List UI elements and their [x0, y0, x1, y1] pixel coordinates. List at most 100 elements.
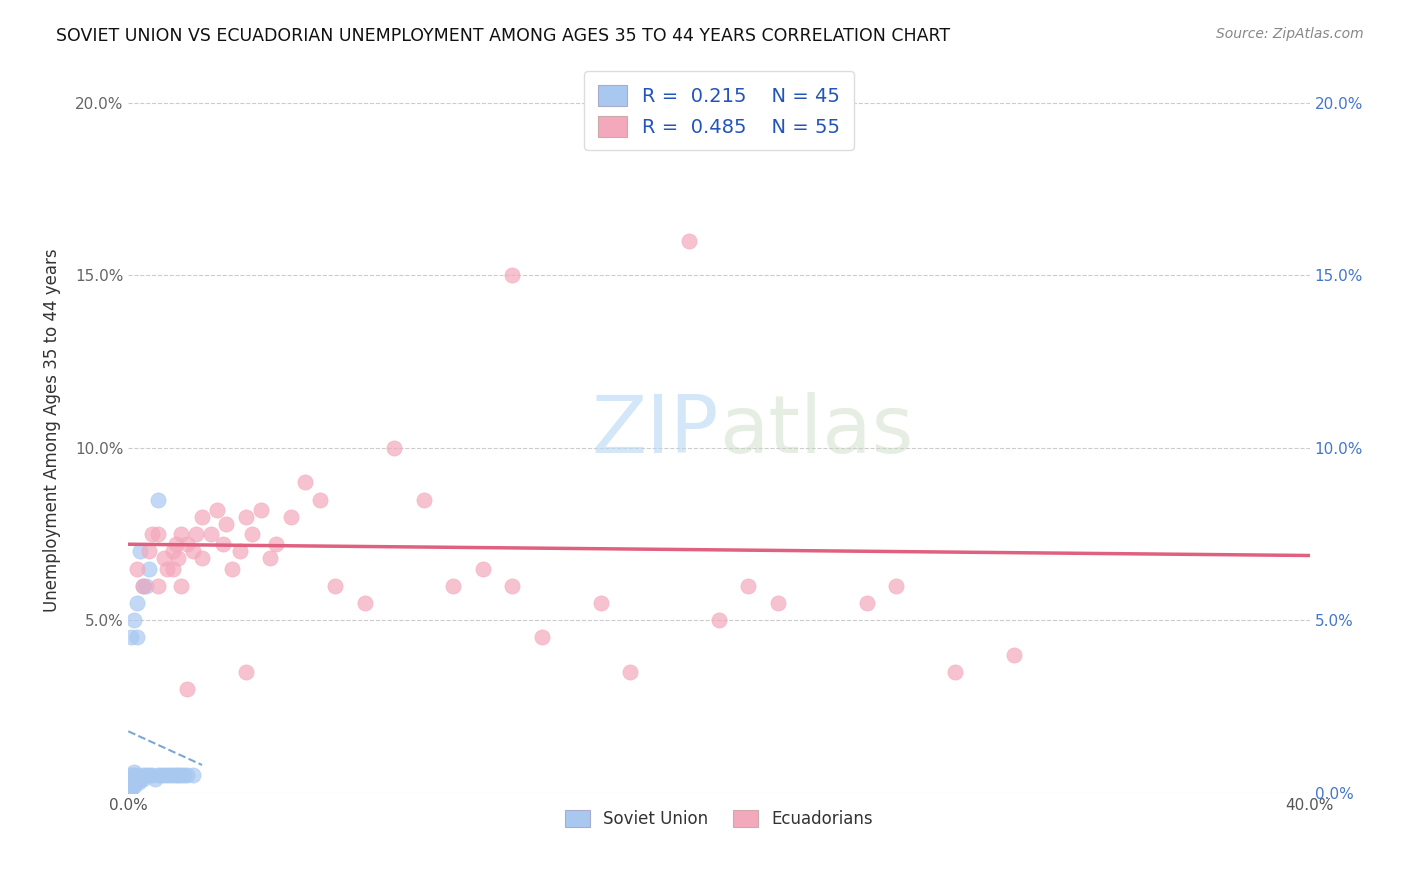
- Point: [181, 768, 204, 782]
- Point: [167, 551, 190, 566]
- Point: [170, 527, 193, 541]
- Point: [122, 764, 145, 779]
- Point: [221, 561, 243, 575]
- Point: [121, 779, 143, 793]
- Point: [501, 579, 523, 593]
- Point: [165, 537, 187, 551]
- Point: [120, 772, 142, 786]
- Point: [127, 768, 149, 782]
- Point: [120, 782, 142, 797]
- Point: [146, 492, 169, 507]
- Point: [619, 130, 641, 145]
- Y-axis label: Unemployment Among Ages 35 to 44 years: Unemployment Among Ages 35 to 44 years: [44, 249, 60, 613]
- Point: [382, 441, 405, 455]
- Point: [259, 551, 281, 566]
- Point: [122, 768, 145, 782]
- Point: [235, 509, 257, 524]
- Text: atlas: atlas: [718, 392, 914, 469]
- Point: [176, 768, 198, 782]
- Point: [1002, 648, 1025, 662]
- Point: [138, 561, 160, 575]
- Point: [501, 268, 523, 283]
- Point: [120, 631, 142, 645]
- Point: [707, 613, 730, 627]
- Point: [141, 768, 163, 782]
- Point: [176, 537, 198, 551]
- Point: [170, 579, 193, 593]
- Point: [159, 768, 181, 782]
- Point: [240, 527, 263, 541]
- Point: [737, 579, 759, 593]
- Point: [135, 579, 157, 593]
- Point: [250, 503, 273, 517]
- Point: [191, 551, 214, 566]
- Point: [124, 775, 146, 789]
- Point: [186, 527, 208, 541]
- Legend: Soviet Union, Ecuadorians: Soviet Union, Ecuadorians: [558, 804, 880, 835]
- Point: [132, 579, 155, 593]
- Point: [138, 768, 160, 782]
- Point: [129, 772, 152, 786]
- Point: [149, 768, 172, 782]
- Point: [146, 579, 169, 593]
- Point: [132, 768, 155, 782]
- Point: [128, 775, 150, 789]
- Point: [122, 613, 145, 627]
- Text: Source: ZipAtlas.com: Source: ZipAtlas.com: [1216, 27, 1364, 41]
- Point: [146, 527, 169, 541]
- Point: [162, 544, 184, 558]
- Point: [589, 596, 612, 610]
- Point: [122, 775, 145, 789]
- Point: [162, 561, 184, 575]
- Point: [211, 537, 233, 551]
- Point: [766, 596, 789, 610]
- Point: [143, 772, 166, 786]
- Point: [167, 768, 190, 782]
- Point: [127, 631, 149, 645]
- Point: [884, 579, 907, 593]
- Point: [294, 475, 316, 490]
- Point: [678, 234, 700, 248]
- Point: [156, 768, 179, 782]
- Point: [229, 544, 252, 558]
- Point: [191, 509, 214, 524]
- Point: [165, 768, 187, 782]
- Point: [118, 782, 141, 797]
- Point: [170, 768, 193, 782]
- Point: [127, 772, 149, 786]
- Point: [173, 768, 195, 782]
- Point: [121, 775, 143, 789]
- Point: [176, 682, 198, 697]
- Point: [205, 503, 228, 517]
- Point: [943, 665, 966, 679]
- Text: ZIP: ZIP: [592, 392, 718, 469]
- Point: [152, 768, 174, 782]
- Point: [152, 551, 174, 566]
- Point: [122, 779, 145, 793]
- Point: [135, 768, 157, 782]
- Point: [200, 527, 222, 541]
- Point: [619, 665, 641, 679]
- Point: [323, 579, 346, 593]
- Point: [309, 492, 332, 507]
- Point: [141, 527, 163, 541]
- Point: [471, 561, 494, 575]
- Point: [120, 775, 142, 789]
- Point: [146, 768, 169, 782]
- Point: [441, 579, 464, 593]
- Text: SOVIET UNION VS ECUADORIAN UNEMPLOYMENT AMONG AGES 35 TO 44 YEARS CORRELATION CH: SOVIET UNION VS ECUADORIAN UNEMPLOYMENT …: [56, 27, 950, 45]
- Point: [264, 537, 287, 551]
- Point: [122, 772, 145, 786]
- Point: [120, 779, 142, 793]
- Point: [156, 561, 179, 575]
- Point: [138, 544, 160, 558]
- Point: [215, 516, 238, 531]
- Point: [412, 492, 434, 507]
- Point: [181, 544, 204, 558]
- Point: [127, 561, 149, 575]
- Point: [132, 772, 155, 786]
- Point: [120, 768, 142, 782]
- Point: [855, 596, 877, 610]
- Point: [353, 596, 375, 610]
- Point: [129, 544, 152, 558]
